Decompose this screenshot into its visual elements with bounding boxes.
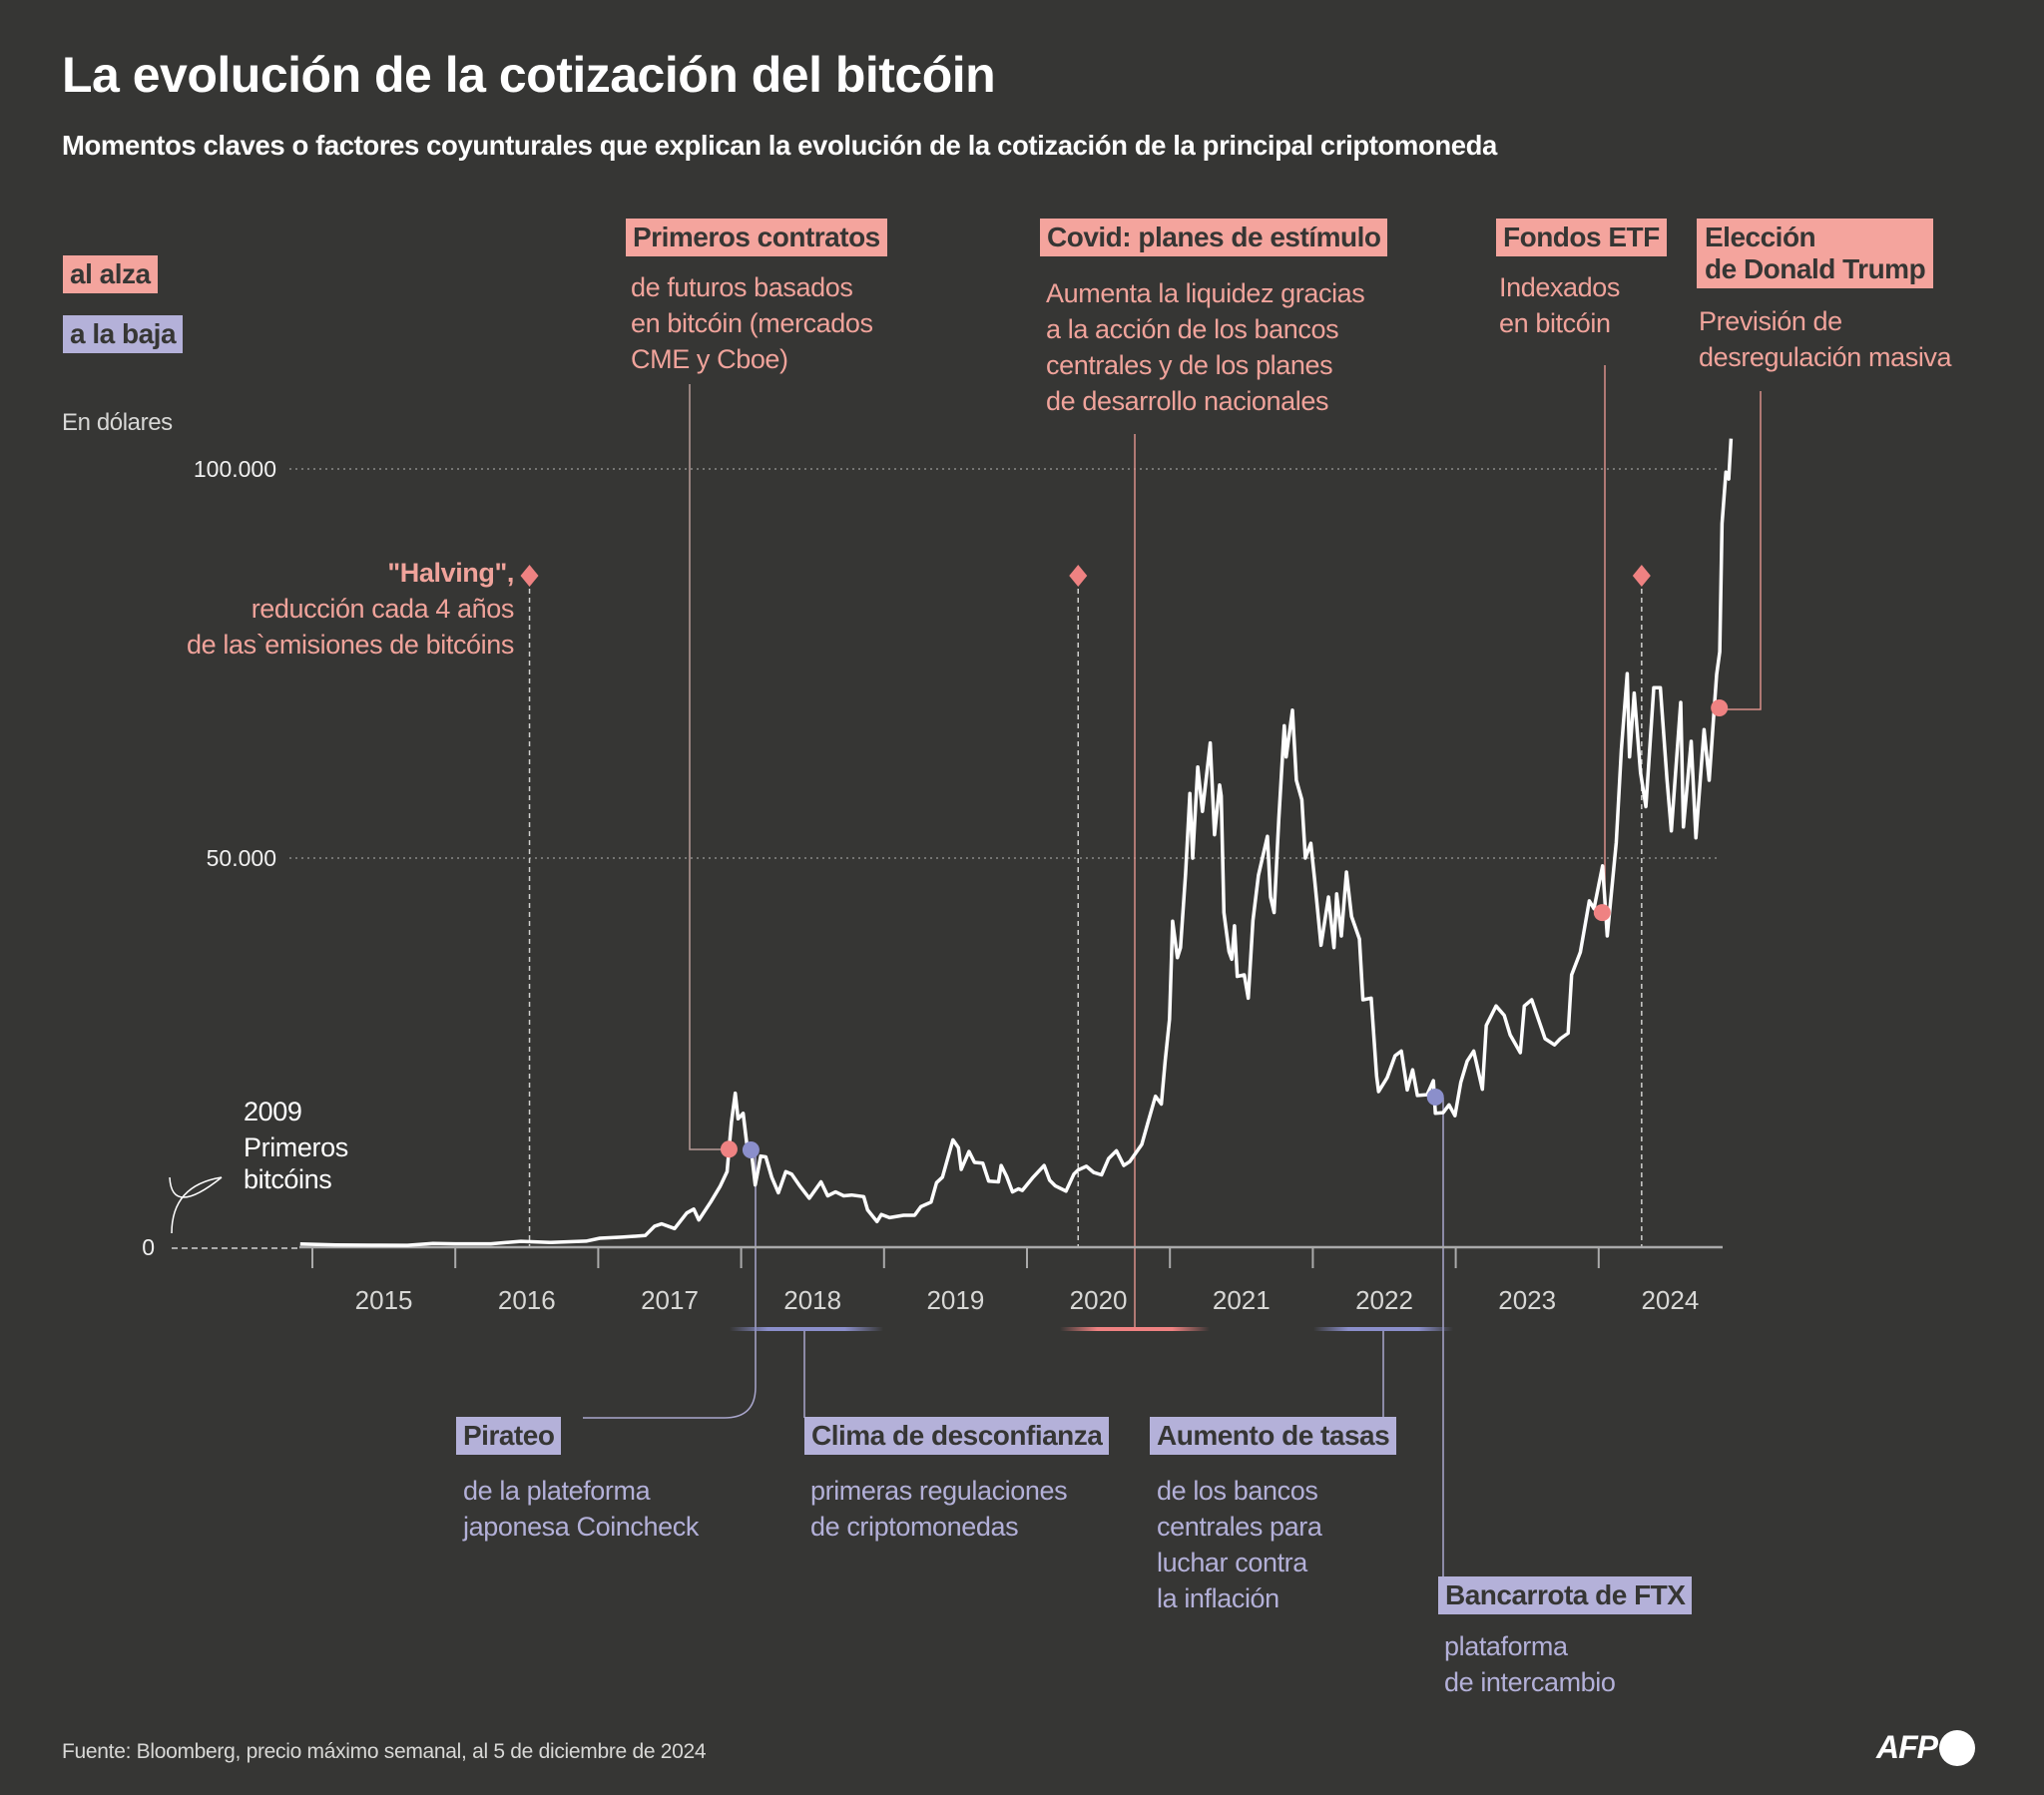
x-axis-labels: 2015 2016 2017 2018 2019 2020 2021 2022 2023 2024 [355, 1285, 1700, 1315]
y-tick-label: 50.000 [207, 845, 276, 871]
origin-year: 2009 [244, 1097, 302, 1126]
legend-down: a la baja [63, 315, 184, 353]
event-title-clima: Clima de desconfianza [804, 1417, 1110, 1455]
event-body-trump: Previsión de desregulación masiva [1699, 303, 1952, 375]
event-line: a la acción de los bancos [1046, 314, 1339, 344]
x-tick-label: 2018 [783, 1285, 841, 1315]
x-tick-label: 2023 [1498, 1285, 1556, 1315]
unit-label: En dólares [62, 409, 173, 436]
event-line: de desarrollo nacionales [1046, 386, 1329, 416]
halving-title: "Halving", [387, 558, 514, 588]
event-line: japonesa Coincheck [463, 1512, 699, 1542]
origin-note: 2009 Primeros bitcóins [244, 1094, 348, 1197]
x-tick-label: 2020 [1070, 1285, 1128, 1315]
event-title-line: de Donald Trump [1705, 253, 1926, 284]
x-tick-label: 2021 [1213, 1285, 1271, 1315]
x-tick-label: 2024 [1641, 1285, 1699, 1315]
afp-logo: AFP [1876, 1729, 1975, 1766]
y-tick-label: 100.000 [194, 456, 276, 482]
x-axis [299, 1245, 1723, 1268]
halving-diamond-icon [520, 565, 539, 587]
event-title-trump: Elección de Donald Trump [1697, 219, 1934, 288]
event-line: Indexados [1499, 272, 1620, 302]
event-title-line: Elección [1705, 222, 1816, 252]
x-tick-label: 2017 [641, 1285, 699, 1315]
event-line: en bitcóin (mercados [631, 308, 873, 338]
afp-logo-text: AFP [1876, 1729, 1938, 1765]
event-line: en bitcóin [1499, 308, 1611, 338]
x-tick-label: 2015 [355, 1285, 413, 1315]
halving-line: reducción cada 4 años [251, 594, 515, 624]
event-dot-up [1593, 904, 1611, 922]
y-tick-label: 0 [142, 1234, 155, 1260]
event-body-etf: Indexados en bitcóin [1499, 269, 1620, 341]
event-dots [720, 698, 1729, 1158]
event-line: plataforma [1444, 1631, 1568, 1661]
event-dot-down [742, 1141, 760, 1158]
event-body-pirateo: de la plateforma japonesa Coincheck [463, 1473, 699, 1545]
gridlines [289, 468, 1721, 859]
event-dot-up [1711, 698, 1729, 716]
event-title-ftx: Bancarrota de FTX [1438, 1576, 1693, 1614]
event-dot-down [1426, 1088, 1444, 1106]
event-line: luchar contra [1157, 1548, 1307, 1577]
event-line: la inflación [1157, 1583, 1279, 1613]
event-line: primeras regulaciones [810, 1476, 1068, 1506]
event-title-contratos: Primeros contratos [626, 219, 887, 256]
origin-line: bitcóins [244, 1164, 332, 1194]
connector-trump [1713, 391, 1762, 710]
halving-diamond-icon [1069, 565, 1088, 587]
origin-line: Primeros [244, 1132, 348, 1162]
event-line: de futuros basados [631, 272, 853, 302]
connector-pirateo [583, 1147, 757, 1419]
event-body-contratos: de futuros basados en bitcóin (mercados … [631, 269, 873, 377]
period-bar-desconfianza [730, 1327, 883, 1331]
origin-curve [169, 1176, 223, 1198]
period-bar-covid [1060, 1327, 1210, 1331]
event-line: de la plateforma [463, 1476, 651, 1506]
event-title-covid: Covid: planes de estímulo [1040, 219, 1388, 256]
halving-diamond-icon [1632, 565, 1651, 587]
period-bar-tasas [1313, 1327, 1453, 1331]
event-line: Aumenta la liquidez gracias [1046, 278, 1365, 308]
price-line [299, 438, 1734, 1247]
event-body-tasas: de los bancos centrales para luchar cont… [1157, 1473, 1322, 1616]
y-axis-labels: 0 50.000 100.000 [142, 456, 276, 1260]
event-body-clima: primeras regulaciones de criptomonedas [810, 1473, 1068, 1545]
page-subtitle: Momentos claves o factores coyunturales … [62, 130, 1497, 161]
halving-markers [520, 565, 1651, 1247]
event-title-etf: Fondos ETF [1496, 219, 1667, 256]
event-line: de los bancos [1157, 1476, 1318, 1506]
event-line: centrales para [1157, 1512, 1322, 1542]
legend-up: al alza [63, 255, 158, 293]
x-tick-label: 2016 [498, 1285, 556, 1315]
event-title-pirateo: Pirateo [456, 1417, 562, 1455]
event-body-ftx: plataforma de intercambio [1444, 1628, 1616, 1700]
event-line: de criptomonedas [810, 1512, 1019, 1542]
origin-curve-line [171, 1176, 223, 1234]
x-tick-label: 2019 [926, 1285, 984, 1315]
source-note: Fuente: Bloomberg, precio máximo semanal… [62, 1740, 707, 1763]
connector-contratos [689, 384, 732, 1150]
halving-line: de las`emisiones de bitcóins [187, 630, 514, 660]
halving-label: "Halving", reducción cada 4 años de las`… [187, 555, 514, 663]
event-line: desregulación masiva [1699, 342, 1952, 372]
x-tick-label: 2022 [1355, 1285, 1413, 1315]
afp-logo-circle [1939, 1729, 1975, 1766]
event-line: centrales y de los planes [1046, 350, 1333, 380]
event-body-covid: Aumenta la liquidez gracias a la acción … [1046, 275, 1365, 419]
event-dot-up [720, 1140, 738, 1158]
event-connectors [169, 365, 1762, 1576]
page-title: La evolución de la cotización del bitcói… [62, 47, 996, 103]
event-title-tasas: Aumento de tasas [1150, 1417, 1397, 1455]
event-line: de intercambio [1444, 1667, 1616, 1697]
event-line: CME y Cboe) [631, 344, 788, 374]
event-line: Previsión de [1699, 306, 1842, 336]
